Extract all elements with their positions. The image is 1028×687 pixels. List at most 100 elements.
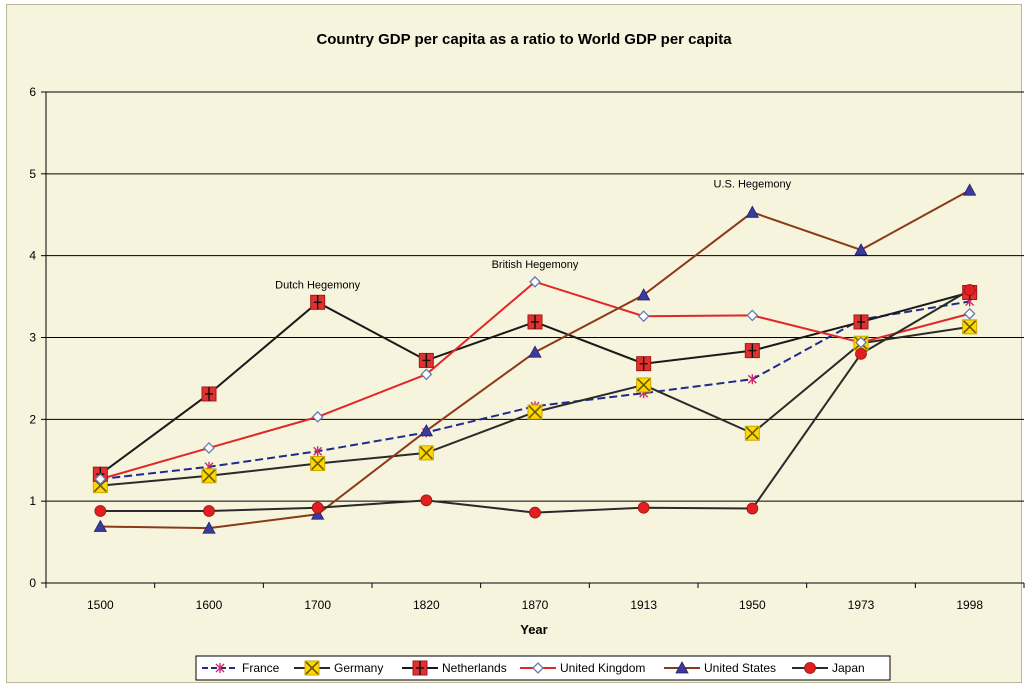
series-line-united-kingdom <box>100 280 970 481</box>
point-germany <box>636 377 652 393</box>
point-netherlands <box>744 343 760 359</box>
point-united-states <box>528 345 542 358</box>
point-united-states <box>854 243 868 256</box>
point-japan <box>203 505 215 517</box>
marker-part <box>804 662 816 674</box>
marker-part <box>675 661 689 674</box>
x-tick-label: 1820 <box>413 598 440 612</box>
point-united-states <box>93 519 108 532</box>
x-axis-title: Year <box>520 622 547 637</box>
point-japan <box>637 501 650 514</box>
y-tick-label: 1 <box>29 494 36 508</box>
series-line-united-states <box>100 189 971 530</box>
marker-part <box>93 519 108 532</box>
marker-part <box>94 505 107 517</box>
axes <box>41 91 1025 588</box>
point-united-states <box>636 288 651 301</box>
marker-part <box>637 310 650 323</box>
legend-marker <box>412 660 428 676</box>
marker-part <box>94 473 107 485</box>
point-netherlands <box>527 314 543 330</box>
point-united-kingdom <box>963 307 976 320</box>
legend-label: United Kingdom <box>560 661 645 675</box>
marker-part <box>311 456 325 471</box>
annotations: Dutch Hegemony British Hegemony U.S. Hegem… <box>275 179 791 292</box>
point-netherlands <box>853 314 869 330</box>
marker-part <box>419 446 433 460</box>
point-united-kingdom <box>94 473 107 485</box>
chart-area <box>6 4 1022 683</box>
point-germany <box>527 404 543 420</box>
marker-part <box>528 405 542 419</box>
marker-part <box>855 336 867 349</box>
marker-part <box>532 662 544 674</box>
point-netherlands <box>201 386 217 402</box>
legend-marker <box>675 661 689 674</box>
point-japan <box>855 347 867 360</box>
point-united-states <box>962 183 977 196</box>
point-netherlands <box>636 356 652 372</box>
marker-part <box>310 507 325 520</box>
legend-label: France <box>242 661 280 675</box>
x-tick-label: 1913 <box>630 598 657 612</box>
point-japan <box>963 284 976 296</box>
marker-part <box>529 275 541 288</box>
legend-item-netherlands: Netherlands <box>402 660 507 676</box>
point-germany <box>744 425 760 441</box>
point-united-states <box>310 507 325 520</box>
x-tick-label: 1973 <box>848 598 875 612</box>
marker-part <box>745 426 759 440</box>
point-united-kingdom <box>311 410 324 423</box>
marker-part <box>202 521 216 534</box>
point-japan <box>529 506 541 519</box>
chart-title: Country GDP per capita as a ratio to Wor… <box>316 31 732 48</box>
point-united-states <box>745 205 760 218</box>
series-lines <box>99 189 971 530</box>
annotation-label: Dutch Hegemony <box>275 279 360 291</box>
point-japan <box>420 494 433 507</box>
y-tick-label: 2 <box>29 412 36 426</box>
marker-part <box>420 368 433 381</box>
x-tick-label: 1870 <box>522 598 549 612</box>
x-tick-label: 1700 <box>304 598 331 612</box>
legend-marker <box>304 660 320 676</box>
point-united-kingdom <box>746 309 759 322</box>
legend-marker <box>215 663 225 673</box>
y-tick-label: 3 <box>29 331 36 345</box>
legend-label: Netherlands <box>442 661 507 675</box>
marker-part <box>203 442 215 454</box>
x-tick-label: 1600 <box>196 598 223 612</box>
marker-part <box>855 347 867 360</box>
marker-part <box>637 378 651 392</box>
legend-item-united-kingdom: United Kingdom <box>520 661 645 675</box>
point-united-kingdom <box>203 442 215 454</box>
marker-part <box>745 205 760 218</box>
legend-marker <box>804 662 816 674</box>
marker-part <box>963 320 977 334</box>
point-netherlands <box>310 294 326 310</box>
marker-part <box>203 505 215 517</box>
point-germany <box>92 478 108 494</box>
point-germany <box>310 456 326 472</box>
marker-part <box>637 501 650 514</box>
marker-part <box>746 309 759 322</box>
point-united-kingdom <box>420 368 433 381</box>
point-united-kingdom <box>637 310 650 323</box>
point-united-kingdom <box>855 336 867 349</box>
point-france <box>747 374 757 385</box>
legend-item-united-states: United States <box>664 661 776 675</box>
series-markers <box>92 183 978 534</box>
legend-marker <box>532 662 544 674</box>
marker-part <box>963 307 976 320</box>
point-germany <box>962 319 978 335</box>
legend-label: United States <box>704 661 776 675</box>
x-tick-label: 1998 <box>956 598 983 612</box>
marker-part <box>305 661 319 675</box>
point-japan <box>311 501 324 514</box>
x-tick-label: 1500 <box>87 598 114 612</box>
marker-part <box>528 345 542 358</box>
annotation-label: U.S. Hegemony <box>714 179 792 191</box>
marker-part <box>963 284 976 296</box>
point-france <box>313 446 323 457</box>
